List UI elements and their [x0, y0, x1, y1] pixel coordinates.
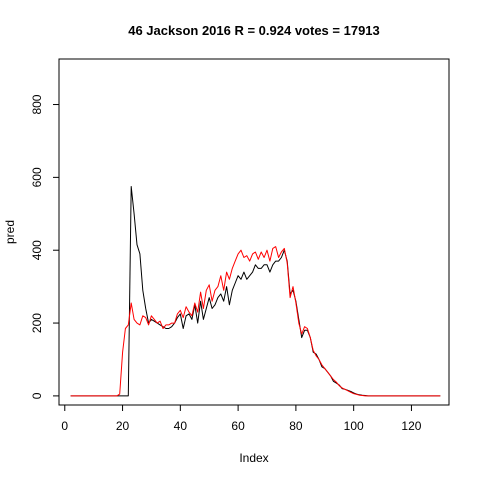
x-tick-label: 0 — [61, 419, 68, 433]
y-axis-label: pred — [3, 220, 17, 244]
y-tick-label: 600 — [30, 167, 44, 187]
x-axis: 0 20 40 60 80 100 120 — [61, 404, 422, 433]
plot-frame — [58, 58, 450, 406]
chart-title: 46 Jackson 2016 R = 0.924 votes = 17913 — [128, 23, 380, 38]
y-tick-label: 0 — [30, 392, 44, 399]
x-tick-label: 40 — [174, 419, 188, 433]
x-tick-label: 20 — [116, 419, 130, 433]
y-tick-label: 800 — [30, 94, 44, 114]
series-line-2 — [70, 246, 441, 397]
y-axis: 0 200 400 600 800 — [30, 94, 60, 399]
series-line-1 — [70, 186, 441, 397]
x-tick-label: 100 — [344, 419, 364, 433]
y-tick-label: 400 — [30, 240, 44, 260]
x-tick-label: 60 — [231, 419, 245, 433]
x-tick-label: 120 — [401, 419, 421, 433]
series-layer — [70, 186, 441, 397]
x-tick-label: 80 — [289, 419, 303, 433]
x-axis-label: Index — [239, 451, 268, 465]
y-tick-label: 200 — [30, 313, 44, 333]
